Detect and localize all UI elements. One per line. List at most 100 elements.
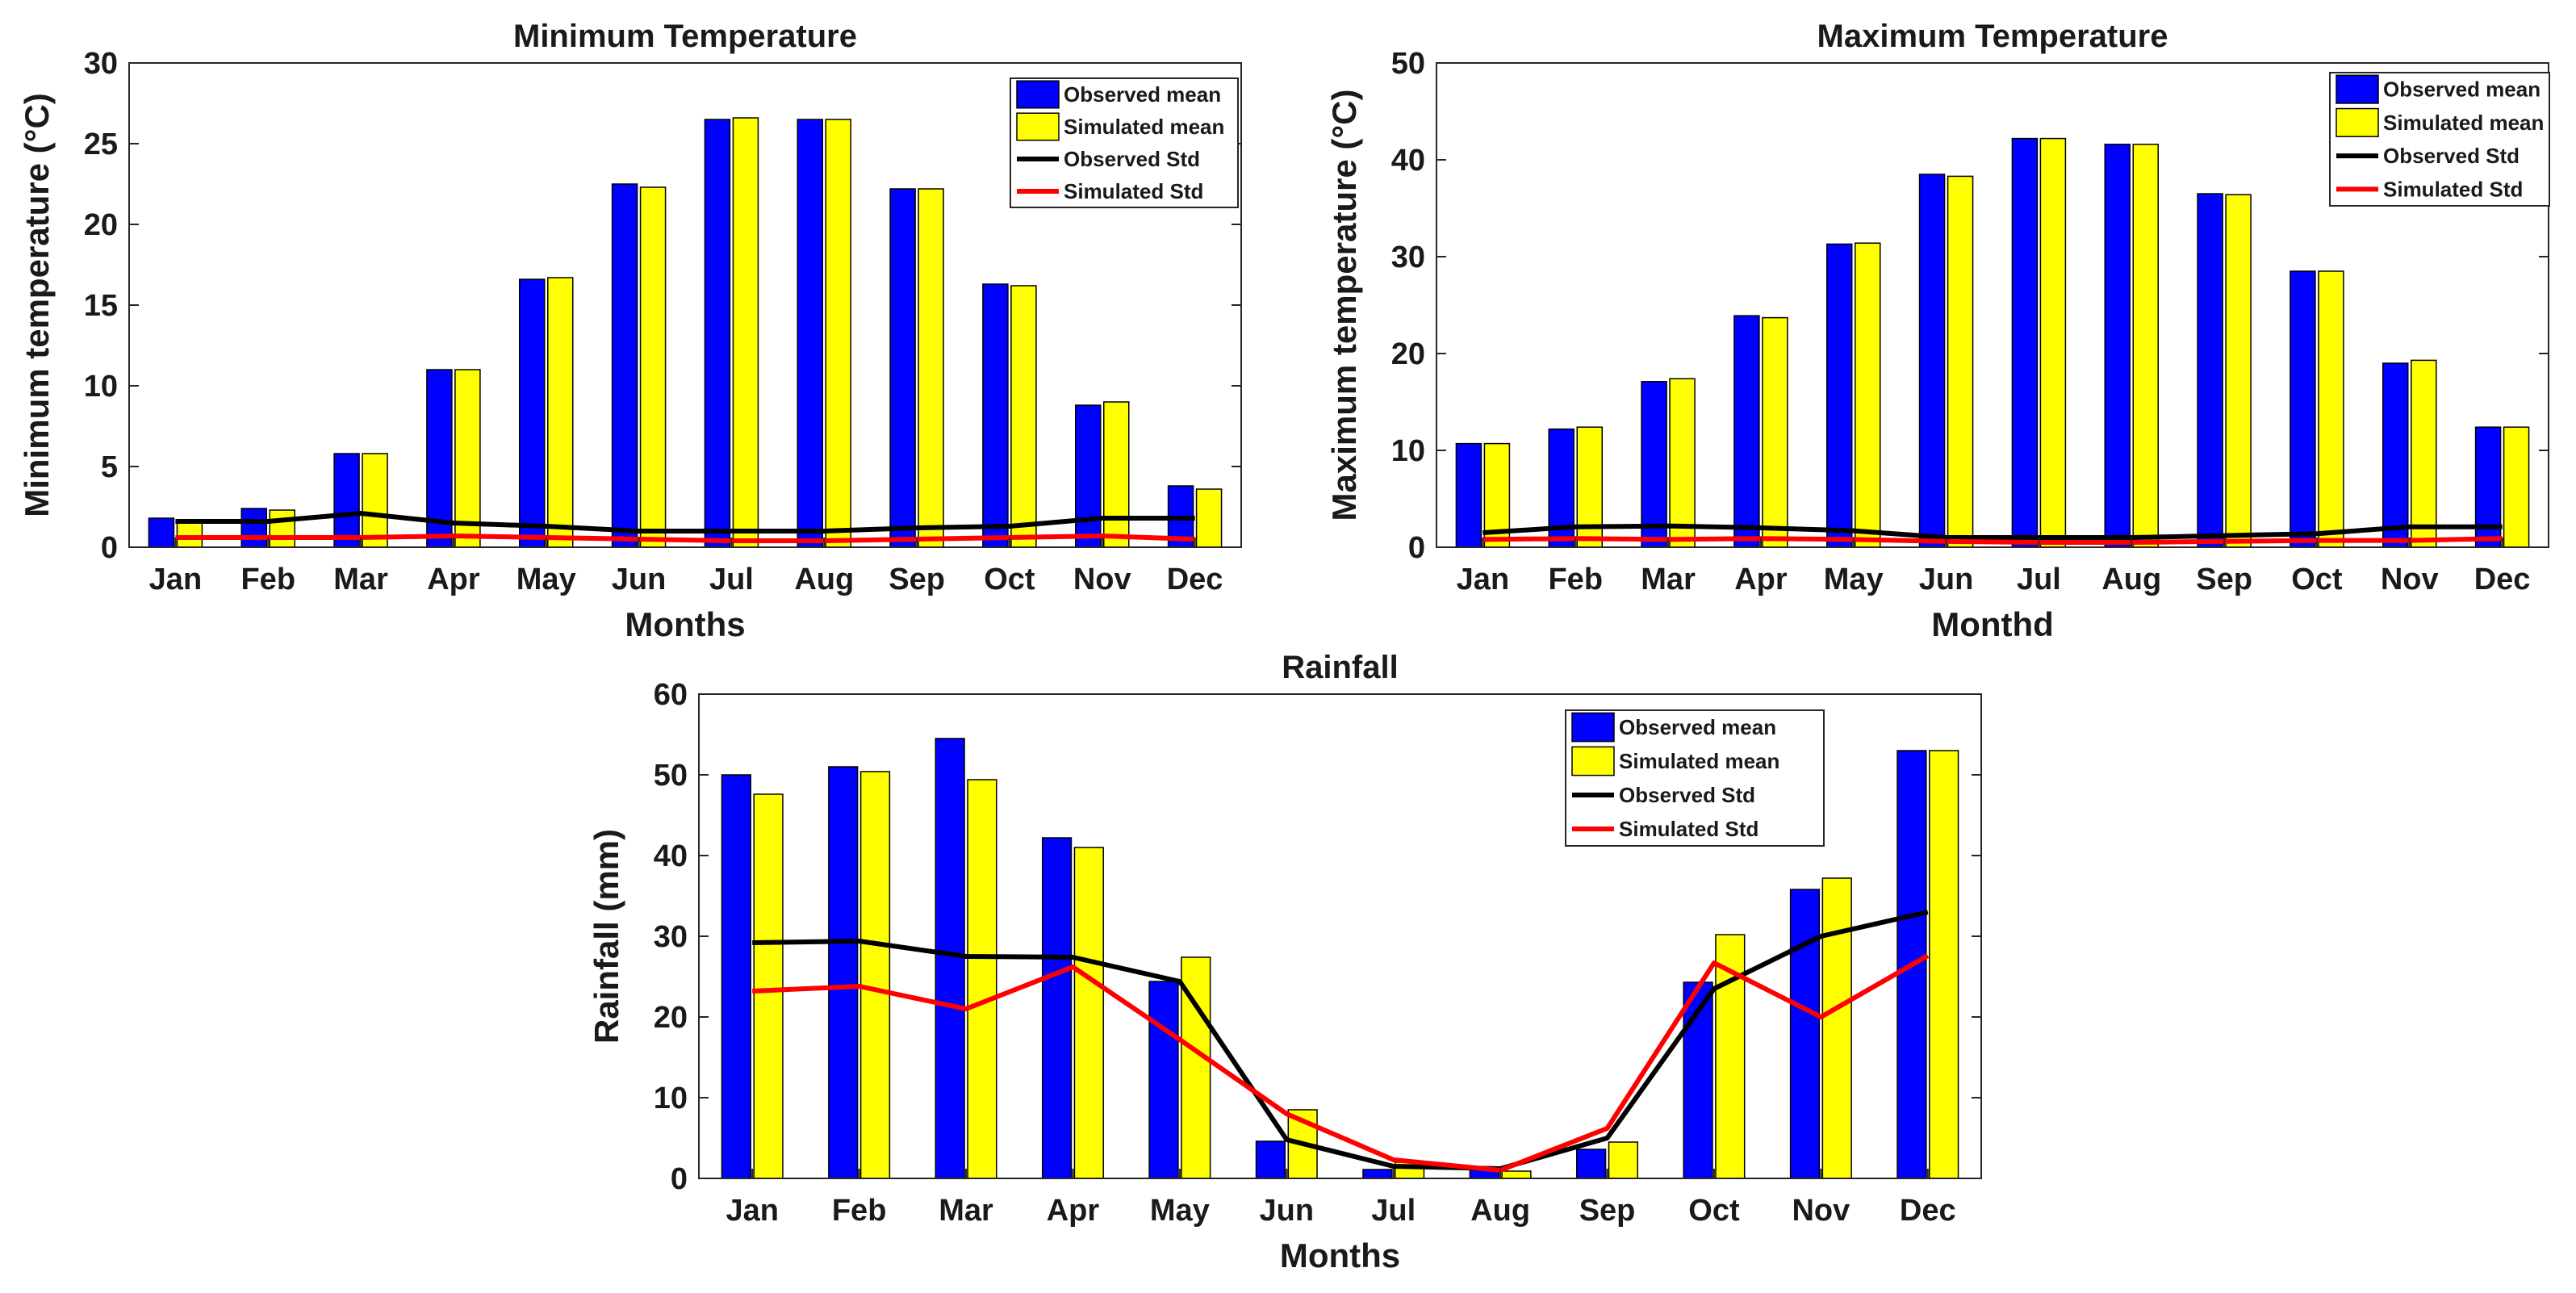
y-tick-label: 20 [84,208,118,242]
chart-title: Rainfall [1282,650,1398,685]
y-tick-label: 15 [84,289,118,323]
x-tick-label-jan: Jan [1457,563,1509,596]
simulated-mean-bar-oct [1010,285,1037,548]
legend-swatch-observed-mean [2336,74,2379,104]
simulated-mean-bar-jul [2039,137,2067,548]
legend-entry-label: Simulated Std [1064,179,1203,203]
x-tick-label-nov: Nov [1792,1194,1850,1228]
x-tick-label-jan: Jan [726,1194,778,1228]
observed-mean-bar-jun [611,183,638,548]
simulated-mean-bar-jun [1947,175,1974,548]
simulated-mean-bar-nov [1821,877,1852,1179]
legend-entry-label: Observed mean [2383,77,2540,102]
observed-std-line [752,910,1929,1171]
simulated-mean-bar-mar [1669,378,1696,548]
x-tick-label-mar: Mar [333,563,388,596]
x-tick-label-jan: Jan [149,563,202,596]
y-tick-label: 0 [671,1162,688,1196]
legend-swatch-observed-mean [1571,712,1615,743]
legend-entry-label: Simulated mean [1619,749,1779,773]
simulated-mean-bar-apr [1073,847,1104,1179]
x-tick-label-aug: Aug [794,563,854,596]
x-axis-label: Months [625,605,745,643]
observed-mean-bar-jun [1918,174,1946,548]
simulated-mean-bar-oct [2318,270,2344,548]
y-tick-label: 60 [654,678,688,712]
observed-mean-bar-jul [2011,137,2039,548]
legend: Observed mean Simulated mean Observed Std S… [2329,72,2550,207]
y-tick-label: 0 [101,531,118,565]
chart-max-temperature: Maximum Temperature 0 10 20 30 40 50 Jan Feb Mar A… [1325,19,2550,643]
observed-mean-bar-may [1825,243,1853,548]
legend-swatch-simulated-mean [1016,112,1060,141]
x-tick-label-feb: Feb [832,1194,887,1228]
x-tick-label-jun: Jun [1919,563,1974,596]
y-tick-label: 30 [84,47,118,81]
simulated-mean-bar-aug [2132,144,2160,548]
legend-entry-label: Simulated mean [1064,115,1224,139]
legend-entry-label: Observed Std [2383,144,2520,168]
y-axis-label: Minimum temperature (°C) [18,93,56,517]
x-tick-label-sep: Sep [1579,1194,1636,1228]
observed-mean-bar-sep [1576,1149,1607,1179]
x-tick-label-jul: Jul [709,563,754,596]
x-tick-label-feb: Feb [1548,563,1603,596]
y-tick-label: 20 [654,1001,688,1035]
observed-std-line [1482,523,2503,540]
simulated-mean-bar-jul [732,117,759,548]
x-tick-label-nov: Nov [1073,563,1131,596]
simulated-mean-bar-sep [918,188,944,548]
observed-mean-bar-aug [797,119,823,548]
x-tick-label-dec: Dec [1900,1194,1956,1228]
observed-mean-bar-apr [1041,837,1073,1179]
y-tick-label: 30 [1391,241,1425,274]
y-tick-label: 50 [1391,47,1425,81]
y-tick-label: 25 [84,128,118,161]
simulated-mean-bar-aug [1501,1170,1532,1179]
simulated-mean-bar-mar [362,453,388,548]
plot-area-frame [1436,62,2549,548]
simulated-mean-bar-sep [1608,1141,1639,1179]
x-axis-label: Monthd [1931,605,2054,643]
simulated-mean-bar-nov [2411,359,2437,548]
x-tick-label-may: May [516,563,576,596]
simulated-mean-bar-mar [967,779,997,1179]
y-axis-label: Maximum temperature (°C) [1325,90,1363,521]
legend: Observed mean Simulated mean Observed Std S… [1565,709,1825,847]
x-tick-label-oct: Oct [1688,1194,1740,1228]
simulated-std-line [1482,536,2503,545]
observed-mean-bar-apr [1733,315,1760,548]
legend: Observed mean Simulated mean Observed Std S… [1010,77,1239,208]
observed-mean-bar-jul [1362,1169,1393,1179]
legend-entry-label: Simulated mean [2383,111,2544,135]
observed-mean-bar-nov [1074,404,1102,548]
x-tick-label-dec: Dec [2474,563,2531,596]
legend-swatch-simulated-mean [1571,746,1615,776]
observed-mean-bar-feb [828,766,859,1179]
simulated-mean-bar-sep [2225,194,2252,548]
legend-entry-label: Observed Std [1064,147,1200,171]
simulated-mean-bar-jun [639,186,667,548]
chart-min-temperature: Minimum Temperature 0 5 10 15 20 25 30 Jan Feb Mar… [18,19,1242,643]
x-axis-label: Months [1280,1237,1400,1274]
y-tick-label: 30 [654,920,688,954]
y-tick-label: 50 [654,759,688,793]
observed-mean-bar-aug [2104,144,2131,548]
observed-mean-bar-jan [721,774,751,1179]
x-tick-label-may: May [1150,1194,1210,1228]
y-tick-label: 10 [1391,434,1425,468]
simulated-std-line [752,953,1930,1173]
legend-entry-label: Simulated Std [1619,817,1758,841]
y-tick-label: 40 [654,839,688,873]
simulated-mean-bar-dec [1195,488,1223,548]
observed-mean-bar-jun [1255,1140,1286,1179]
observed-mean-bar-sep [889,188,916,548]
observed-mean-bar-nov [1789,889,1821,1179]
legend-entry-label: Observed Std [1619,783,1755,807]
x-tick-label-jun: Jun [612,563,667,596]
observed-mean-bar-jul [704,119,731,548]
simulated-mean-bar-apr [1762,316,1788,548]
simulated-mean-bar-apr [454,369,481,548]
observed-mean-bar-mar [333,453,360,548]
